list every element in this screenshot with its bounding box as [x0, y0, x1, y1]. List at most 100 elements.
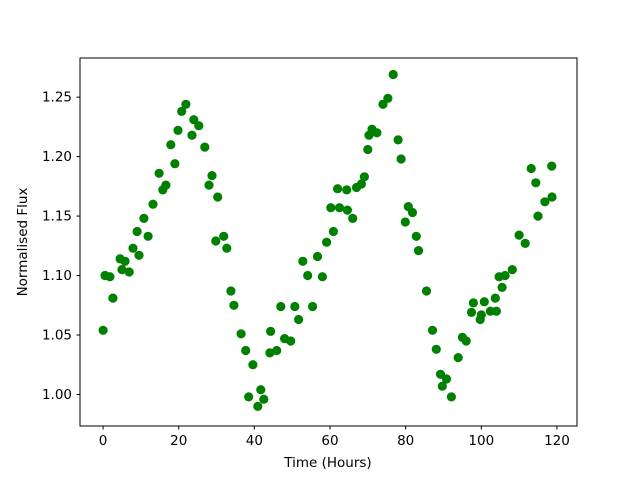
x-tick-label: 60	[321, 433, 338, 449]
data-point	[148, 199, 158, 209]
x-tick-label: 120	[544, 433, 570, 449]
data-point	[117, 265, 127, 275]
data-point	[372, 128, 382, 138]
x-tick-label: 40	[246, 433, 263, 449]
data-point	[248, 360, 258, 370]
data-point	[194, 121, 204, 131]
data-point	[200, 142, 210, 152]
data-point	[526, 163, 536, 174]
data-point	[334, 203, 345, 213]
data-point	[453, 353, 463, 363]
data-point	[427, 325, 438, 335]
data-point	[266, 326, 276, 336]
x-tick-label: 100	[468, 433, 494, 449]
data-point	[207, 171, 217, 181]
data-point	[421, 286, 432, 296]
axes-layer: 0 20 40 60 80 100 120 1.00 1.05 1.10 1.15 1.20 1.25	[42, 57, 578, 449]
data-point	[276, 301, 286, 312]
data-point	[476, 310, 486, 320]
data-point	[139, 213, 149, 223]
data-point	[170, 159, 180, 169]
data-point	[236, 329, 246, 339]
data-point	[219, 231, 229, 241]
data-point	[317, 272, 327, 282]
data-point	[222, 243, 232, 253]
data-point	[547, 192, 557, 202]
data-point	[491, 306, 501, 316]
data-point	[342, 185, 352, 195]
data-point	[229, 300, 239, 310]
x-tick-label: 0	[99, 433, 108, 449]
data-point	[256, 385, 266, 395]
data-point	[204, 180, 214, 190]
data-point	[294, 314, 304, 325]
y-tick-label: 1.20	[42, 149, 72, 165]
data-point	[547, 161, 557, 171]
data-point	[181, 99, 191, 109]
y-tick-label: 1.00	[42, 387, 72, 403]
data-point	[143, 231, 153, 241]
data-point	[363, 144, 373, 155]
data-point	[134, 250, 144, 260]
data-point	[431, 344, 441, 354]
data-point	[154, 168, 164, 178]
data-point	[128, 243, 138, 253]
data-point	[348, 213, 358, 223]
data-point	[500, 270, 510, 281]
data-point	[312, 251, 323, 262]
data-point	[446, 392, 456, 402]
data-point	[98, 325, 108, 335]
data-point	[244, 392, 254, 402]
data-point	[328, 226, 338, 237]
data-point	[272, 345, 282, 356]
data-point	[333, 184, 343, 194]
data-point	[161, 180, 171, 190]
data-point	[211, 236, 221, 246]
data-point	[396, 154, 406, 164]
data-point	[298, 256, 308, 266]
data-point	[359, 172, 369, 182]
data-point	[326, 203, 336, 213]
data-point	[356, 179, 366, 189]
data-point	[507, 265, 517, 275]
x-tick-label: 80	[397, 433, 414, 449]
data-point	[411, 231, 421, 241]
data-point	[520, 238, 530, 248]
data-point	[441, 374, 452, 384]
data-point	[124, 267, 134, 277]
data-point	[108, 293, 118, 303]
data-point	[213, 192, 223, 202]
data-point	[253, 401, 263, 411]
data-point	[531, 178, 541, 188]
data-point	[308, 301, 318, 312]
data-point	[479, 297, 489, 307]
data-point	[490, 293, 500, 303]
data-point	[303, 270, 313, 281]
data-point	[166, 140, 176, 150]
data-point	[187, 130, 197, 140]
data-point	[120, 256, 130, 266]
data-point	[540, 197, 550, 207]
y-tick-label: 1.05	[42, 328, 72, 344]
data-point	[466, 307, 477, 317]
data-point	[342, 205, 352, 215]
axes-frame	[79, 57, 578, 427]
data-point	[259, 394, 269, 404]
data-point	[177, 106, 187, 116]
data-points-layer	[98, 69, 557, 411]
y-tick-label: 1.15	[42, 209, 72, 225]
data-point	[286, 336, 296, 346]
data-point	[226, 286, 236, 296]
data-point	[393, 135, 403, 145]
data-point	[383, 93, 393, 103]
data-point	[461, 336, 471, 346]
data-point	[241, 345, 251, 356]
data-point	[497, 282, 507, 292]
data-point	[468, 298, 478, 308]
y-tick-label: 1.25	[42, 90, 72, 106]
y-tick-label: 1.10	[42, 268, 72, 284]
data-point	[437, 381, 447, 391]
data-point	[322, 237, 332, 247]
